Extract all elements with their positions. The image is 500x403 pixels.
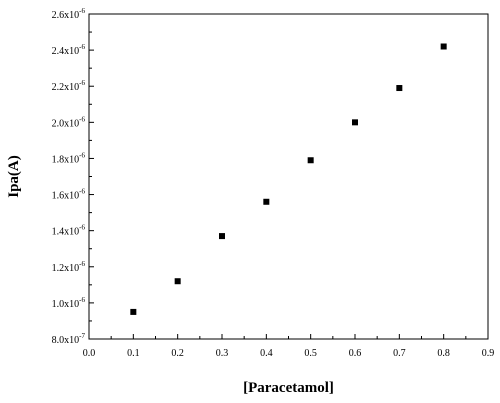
y-tick-label: 8.0x10-7 [52,332,86,346]
x-axis-title: [Paracetamol] [243,380,334,396]
data-point [174,278,181,285]
x-tick-label: 0.2 [171,348,184,359]
y-tick-label: 1.2x10-6 [52,260,86,274]
x-tick-label: 0.1 [127,348,140,359]
y-tick-label: 2.4x10-6 [52,43,86,57]
y-tick-label: 2.2x10-6 [52,79,86,93]
data-point [440,43,447,50]
data-point [352,119,358,126]
x-axis-ticks: 0.0 0.1 0.2 0.3 0.4 0.5 0.6 0.7 0.8 0.9 [83,334,495,359]
data-point [396,85,403,92]
x-tick-label: 0.9 [482,348,495,359]
data-point [130,308,137,315]
x-tick-label: 0.4 [260,348,273,359]
x-tick-label: 0.8 [437,348,450,359]
x-tick-label: 0.0 [83,348,96,359]
x-tick-label: 0.6 [349,348,362,359]
y-tick-label: 1.4x10-6 [52,224,86,238]
data-point [219,233,225,240]
y-tick-label: 1.0x10-6 [52,296,86,310]
plot-frame [88,13,489,340]
data-point [307,157,314,164]
y-axis-title: Ipa(A) [6,155,22,198]
y-tick-label: 1.8x10-6 [52,151,86,165]
y-tick-label: 2.0x10-6 [52,115,86,129]
x-tick-label: 0.3 [216,348,229,359]
y-axis-ticks: 8.0x10-7 1.0x10-6 1.2x10-6 1.4x10-6 1.6x10-6… [52,7,94,346]
x-tick-label: 0.7 [393,348,406,359]
data-point [263,198,270,205]
x-tick-label: 0.5 [304,348,317,359]
y-tick-label: 2.6x10-6 [52,7,86,21]
data-points [130,43,447,315]
y-tick-label: 1.6x10-6 [52,188,86,202]
